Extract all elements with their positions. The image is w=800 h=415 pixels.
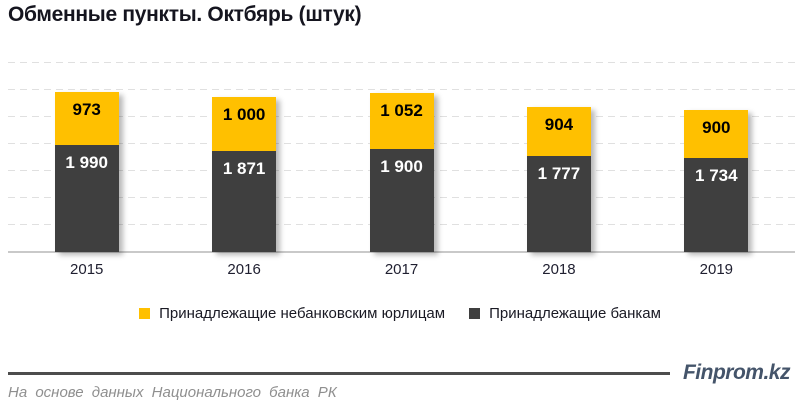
bar-segment-top: 973 — [54, 92, 119, 145]
bar-value-label: 1 777 — [537, 164, 581, 184]
bar-slot: 1 000 1 871 — [165, 63, 322, 252]
x-axis-label: 2015 — [70, 261, 104, 278]
x-axis-label: 2016 — [227, 261, 261, 278]
bar-value-label: 1 990 — [65, 152, 108, 172]
bar-slot: 1 052 1 900 — [323, 63, 480, 252]
bar-value-label: 1 000 — [222, 104, 266, 124]
bar-segment-top: 1 052 — [369, 92, 434, 150]
x-axis-label: 2017 — [384, 261, 419, 278]
legend-label: Принадлежащие небанковским юрлицам — [159, 305, 446, 322]
legend-item: Принадлежащие банкам — [469, 305, 661, 322]
brand-row: Finprom.kz — [8, 358, 791, 388]
bar-value-label: 973 — [72, 100, 101, 120]
bars-container: 973 1 990 1 000 1 871 1 052 1 900 904 1 777 900 1… — [8, 63, 795, 252]
bar-segment-top: 900 — [684, 109, 749, 159]
bar-slot: 973 1 990 — [8, 63, 165, 252]
x-axis-label: 2019 — [699, 261, 734, 278]
bar-slot: 904 1 777 — [480, 63, 637, 252]
bar-group-2019: 900 1 734 — [684, 109, 749, 252]
bar-segment-top: 1 000 — [212, 96, 277, 151]
bar-segment-bottom: 1 900 — [369, 149, 434, 252]
source-note: На основе данных Национального банка РК — [8, 384, 337, 401]
bar-value-label: 1 900 — [380, 157, 423, 177]
bar-group-2016: 1 000 1 871 — [212, 96, 277, 252]
bar-slot: 900 1 734 — [638, 63, 795, 252]
bar-group-2017: 1 052 1 900 — [369, 92, 434, 252]
bar-value-label: 1 052 — [380, 100, 423, 120]
x-axis-line — [8, 251, 795, 253]
x-axis-label: 2018 — [542, 261, 576, 278]
legend: Принадлежащие небанковским юрлицам Принад… — [0, 305, 800, 322]
legend-label: Принадлежащие банкам — [489, 305, 661, 322]
bar-segment-bottom: 1 734 — [684, 158, 749, 252]
bar-group-2015: 973 1 990 — [54, 92, 119, 252]
bar-segment-top: 904 — [526, 107, 591, 157]
gridline — [8, 62, 795, 63]
plot-area: 973 1 990 1 000 1 871 1 052 1 900 904 1 777 900 1… — [8, 62, 795, 253]
x-axis-labels: 2015 2016 2017 2018 2019 — [8, 261, 795, 278]
bar-value-label: 904 — [544, 115, 574, 135]
bar-group-2018: 904 1 777 — [526, 107, 591, 252]
bar-value-label: 1 734 — [695, 166, 738, 186]
bar-value-label: 900 — [702, 117, 731, 137]
legend-item: Принадлежащие небанковским юрлицам — [139, 305, 445, 322]
legend-swatch-icon — [469, 308, 481, 319]
bar-value-label: 1 871 — [222, 158, 266, 178]
bar-segment-bottom: 1 777 — [526, 156, 591, 252]
bar-segment-bottom: 1 871 — [212, 150, 277, 252]
legend-swatch-icon — [139, 308, 151, 319]
gridline — [8, 89, 795, 90]
brand-logo: Finprom.kz — [682, 361, 791, 384]
brand-divider-line — [8, 371, 670, 375]
chart-title: Обменные пункты. Октбярь (штук) — [8, 3, 362, 26]
bar-segment-bottom: 1 990 — [54, 144, 119, 252]
